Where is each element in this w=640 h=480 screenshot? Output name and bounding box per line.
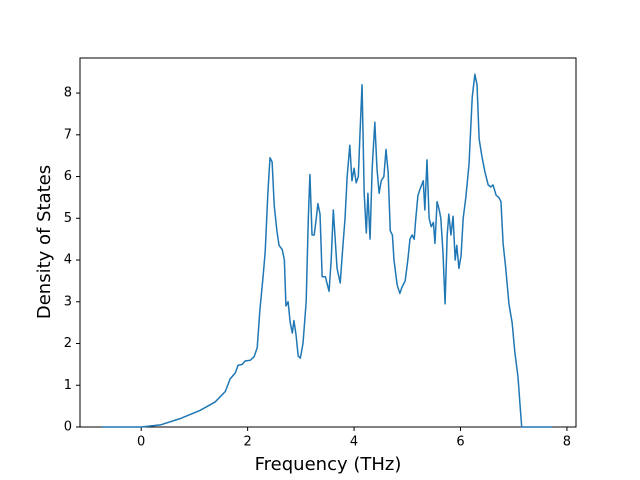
x-axis-label: Frequency (THz) [255,454,402,475]
x-tick-label: 8 [563,435,571,450]
x-tick-label: 0 [137,435,145,450]
x-tick-label: 6 [456,435,464,450]
y-tick-label: 5 [64,211,72,226]
y-tick-label: 0 [64,420,72,435]
plot-frame [79,57,577,428]
y-tick-label: 8 [64,86,72,101]
y-tick-label: 1 [64,378,72,393]
x-tick-label: 4 [350,435,358,450]
y-tick-label: 4 [64,253,72,268]
x-tick-label: 2 [243,435,251,450]
y-tick-label: 7 [64,127,72,142]
y-axis-label: Density of States [34,165,55,319]
line-series [102,73,553,428]
y-tick-label: 3 [64,294,72,309]
y-tick-label: 2 [64,336,72,351]
y-tick-label: 6 [64,169,72,184]
